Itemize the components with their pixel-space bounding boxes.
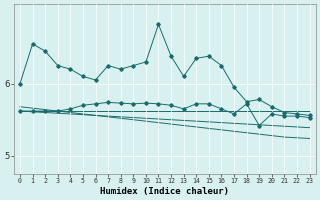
- X-axis label: Humidex (Indice chaleur): Humidex (Indice chaleur): [100, 187, 229, 196]
